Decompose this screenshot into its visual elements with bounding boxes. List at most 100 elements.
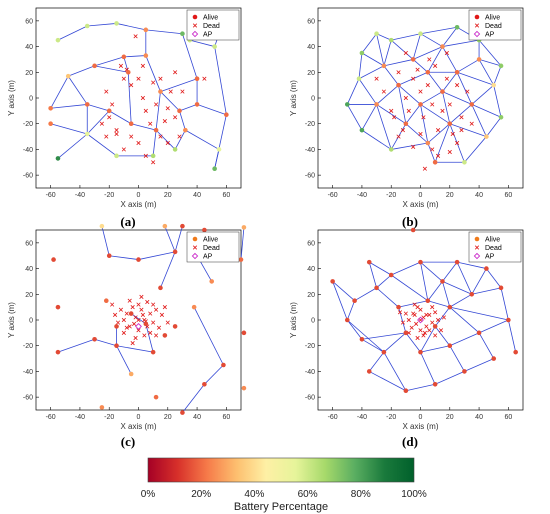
alive-node	[374, 31, 379, 37]
link-edge	[478, 332, 495, 359]
link-edge	[87, 133, 117, 157]
link-edge	[155, 129, 176, 150]
link-edge	[155, 91, 161, 131]
link-edge	[361, 338, 385, 353]
dead-node	[411, 144, 416, 149]
alive-node	[99, 223, 105, 229]
x-tick-label: 40	[193, 414, 201, 421]
link-edge	[420, 261, 443, 282]
alive-node	[366, 369, 372, 374]
x-axis-label: X axis (m)	[403, 422, 439, 431]
alive-node	[484, 266, 489, 271]
alive-node	[55, 37, 61, 43]
alive-node	[106, 253, 112, 259]
dead-node	[414, 321, 419, 326]
panel-d: -60 -40 -20 0 20 40 60 -60 -40 -20 0 20 40 60 X axis (…	[289, 227, 524, 431]
x-axis-label: X axis (m)	[121, 422, 157, 431]
alive-node	[84, 131, 90, 137]
dead-node	[136, 76, 141, 81]
y-tick-label: -20	[23, 121, 33, 128]
link-edge	[174, 129, 186, 150]
y-tick-label: -20	[305, 343, 315, 350]
colorbar-tick-label: 0%	[141, 489, 156, 500]
legend-dead-marker	[192, 23, 198, 28]
alive-node	[410, 57, 416, 62]
link-edge	[486, 117, 502, 137]
dead-node	[165, 106, 170, 111]
alive-node	[366, 259, 372, 265]
alive-node	[114, 153, 119, 159]
dead-node	[151, 320, 156, 325]
dead-node	[153, 307, 159, 312]
panel-b: -60 -40 -20 0 20 40 60 -60 -40 -20 0 20 40 60 X axis (…	[289, 7, 524, 209]
alive-node	[172, 249, 178, 255]
dead-node	[433, 63, 438, 68]
dead-node	[403, 95, 408, 101]
link-edge	[116, 23, 146, 31]
alive-node	[344, 102, 350, 107]
link-edge	[57, 25, 88, 41]
alive-node	[202, 227, 207, 233]
dead-node	[114, 128, 119, 133]
link-edge	[442, 261, 458, 282]
y-tick-label: 60	[307, 18, 315, 25]
alive-node	[418, 349, 423, 355]
link-edge	[493, 65, 502, 86]
x-tick-label: -20	[386, 414, 396, 421]
alive-node	[150, 153, 156, 159]
legend-dead-marker	[192, 245, 198, 250]
alive-node	[410, 227, 416, 233]
alive-node	[432, 381, 438, 387]
link-edge	[427, 300, 450, 308]
legend-alive-marker	[474, 236, 480, 242]
alive-node	[432, 159, 438, 165]
alive-node	[381, 349, 387, 355]
alive-node	[425, 69, 431, 75]
link-edge	[427, 281, 443, 301]
dead-node	[133, 34, 138, 39]
dead-node	[168, 89, 173, 94]
link-edge	[427, 142, 436, 163]
y-tick-label: -40	[23, 147, 33, 154]
link-edge	[405, 104, 421, 124]
dead-node	[444, 50, 449, 56]
alive-node	[462, 159, 467, 165]
dead-node	[121, 147, 126, 152]
link-edge	[398, 307, 407, 333]
link-edge	[332, 281, 348, 321]
alive-node	[128, 311, 134, 316]
link-edge	[398, 84, 421, 105]
dead-node	[140, 63, 145, 68]
x-tick-label: 60	[222, 192, 230, 199]
link-edge	[434, 371, 465, 385]
alive-node	[344, 317, 350, 323]
alive-node	[55, 304, 61, 310]
alive-node	[241, 385, 247, 391]
alive-node	[241, 330, 247, 336]
link-edge	[383, 65, 399, 86]
link-edge	[368, 351, 385, 372]
panel-label-c: (c)	[121, 434, 135, 449]
dead-node	[153, 102, 159, 107]
dead-node	[136, 328, 141, 333]
link-edge	[94, 65, 129, 73]
alive-node	[92, 336, 97, 342]
alive-node	[121, 54, 127, 60]
dead-node	[469, 121, 474, 126]
link-edge	[507, 319, 517, 353]
link-edge	[434, 326, 451, 346]
dead-node	[435, 153, 441, 158]
x-tick-label: 60	[222, 414, 230, 421]
link-edge	[427, 123, 451, 144]
dead-node	[139, 294, 144, 299]
dead-node	[99, 121, 104, 126]
link-edge	[427, 46, 443, 73]
alive-node	[172, 147, 178, 152]
y-tick-label: 20	[25, 292, 33, 299]
alive-node	[491, 356, 497, 361]
link-edge	[332, 281, 355, 302]
legend-dead-label: Dead	[203, 245, 220, 252]
link-edge	[130, 313, 147, 325]
dead-node	[129, 134, 134, 139]
x-tick-label: -20	[386, 192, 396, 199]
